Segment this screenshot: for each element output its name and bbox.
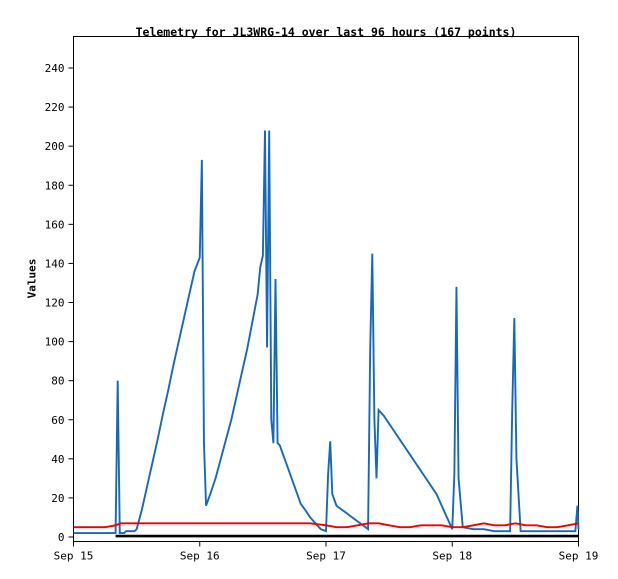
chart-title: Telemetry for JL3WRG-14 over last 96 hou… [135, 25, 517, 39]
x-tick-label: Sep 15 [54, 550, 94, 563]
y-tick-label: 0 [58, 531, 65, 544]
y-tick-label: 240 [45, 62, 65, 75]
y-tick-label: 160 [45, 218, 65, 231]
series-series_1 [73, 130, 580, 535]
y-tick-label: 120 [45, 297, 65, 310]
y-tick-label: 20 [51, 492, 64, 505]
x-axis-ticks: Sep 15 Sep 16 Sep 17 Sep 18 Sep 19 [54, 541, 599, 563]
y-tick-label: 140 [45, 257, 65, 270]
x-tick-label: Sep 16 [180, 550, 220, 563]
y-tick-label: 180 [45, 179, 65, 192]
data-series [73, 130, 580, 538]
y-tick-label: 100 [45, 336, 65, 349]
x-tick-label: Sep 17 [306, 550, 346, 563]
y-axis-ticks: 0 20 40 60 80 100 120 140 160 180 200 220 240 [45, 62, 74, 544]
series-series_2 [73, 522, 579, 529]
plot-frame [73, 36, 579, 542]
y-tick-label: 220 [45, 101, 65, 114]
y-tick-label: 200 [45, 140, 65, 153]
y-tick-label: 60 [51, 414, 64, 427]
y-tick-label: 80 [51, 375, 64, 388]
y-tick-label: 40 [51, 453, 64, 466]
x-tick-label: Sep 19 [559, 550, 599, 563]
x-tick-label: Sep 18 [432, 550, 472, 563]
